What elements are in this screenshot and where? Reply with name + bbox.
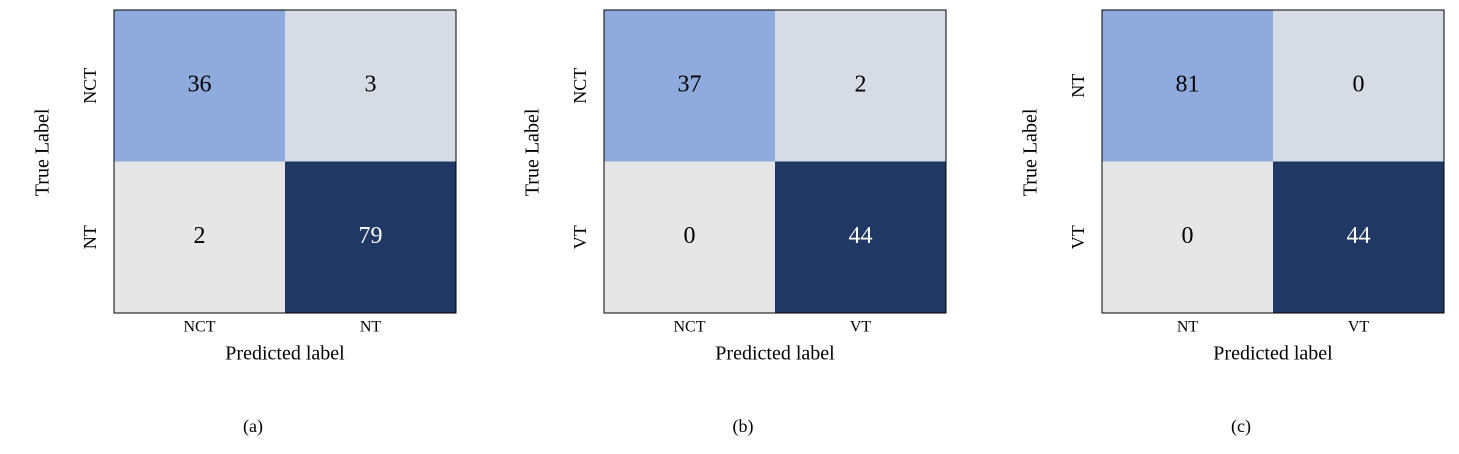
frame (603, 9, 947, 314)
x-tick-label: NT (1177, 319, 1199, 336)
cell (285, 161, 456, 313)
y-axis-label: True Label (32, 108, 54, 196)
cell (1102, 161, 1273, 313)
y-tick-label: NT (1068, 74, 1088, 98)
y-tick-label: VT (570, 225, 590, 249)
cell-label: 2 (855, 71, 867, 97)
frame (113, 9, 457, 314)
cell (1273, 161, 1444, 313)
cell (1102, 10, 1273, 162)
cell-label: 0 (1182, 223, 1194, 249)
x-axis-label: Predicted label (715, 343, 835, 365)
cell (285, 10, 456, 162)
cell (604, 161, 775, 313)
cell-label: 0 (684, 223, 696, 249)
cell-label: 79 (359, 223, 383, 249)
y-tick-label: NCT (80, 68, 100, 104)
cell-label: 37 (678, 71, 702, 97)
x-axis-label: Predicted label (1213, 343, 1333, 365)
caption: (c) (1231, 416, 1251, 437)
caption: (a) (243, 416, 263, 437)
x-tick-label: NCT (674, 319, 706, 336)
cell (1273, 10, 1444, 162)
caption: (b) (733, 416, 754, 437)
x-tick-label: NT (360, 319, 382, 336)
cell (775, 161, 946, 313)
x-tick-label: NCT (184, 319, 216, 336)
cell (114, 10, 285, 162)
cell (114, 161, 285, 313)
y-tick-label: NT (80, 225, 100, 249)
x-tick-label: VT (850, 319, 872, 336)
frame (1101, 9, 1445, 314)
cell (775, 10, 946, 162)
x-axis-label: Predicted label (225, 343, 345, 365)
cell-label: 44 (1347, 223, 1371, 249)
cell-label: 3 (365, 71, 377, 97)
x-tick-label: VT (1348, 319, 1370, 336)
cell-label: 0 (1353, 71, 1365, 97)
cell-label: 44 (849, 223, 873, 249)
cell-label: 36 (188, 71, 212, 97)
cell (604, 10, 775, 162)
y-axis-label: True Label (522, 108, 544, 196)
y-axis-label: True Label (1020, 108, 1042, 196)
y-tick-label: NCT (570, 68, 590, 104)
y-tick-label: VT (1068, 225, 1088, 249)
cell-label: 81 (1176, 71, 1200, 97)
cell-label: 2 (194, 223, 206, 249)
